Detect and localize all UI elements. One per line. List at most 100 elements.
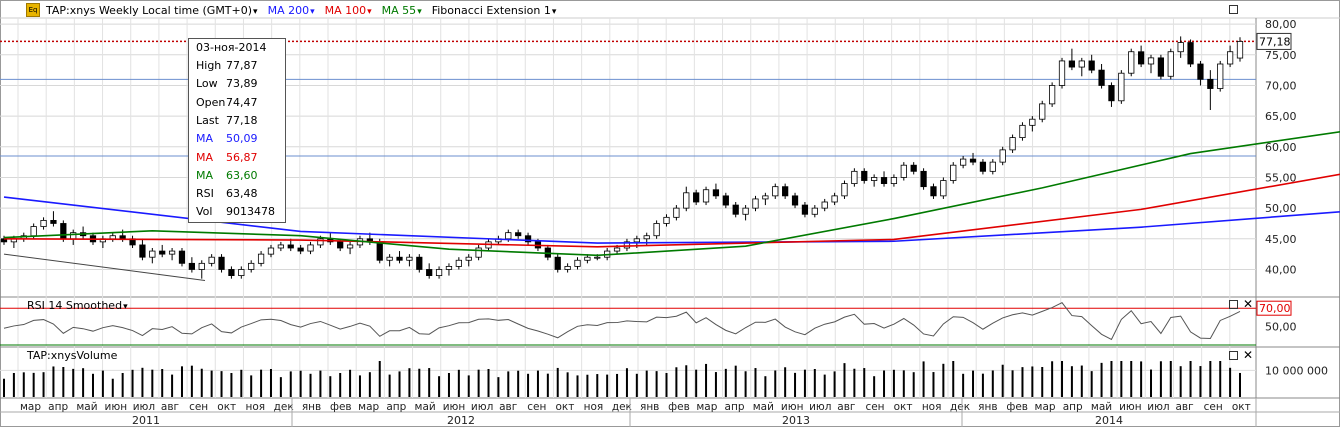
tooltip-row: Low 73,89 — [196, 77, 258, 91]
tooltip-row-label: RSI — [196, 187, 214, 201]
volume-bar — [655, 371, 658, 397]
candle-body — [831, 195, 838, 203]
tooltip-row-value: 77,87 — [226, 59, 258, 72]
candle-body — [386, 256, 393, 261]
rsi-maximize-icon[interactable] — [1229, 300, 1238, 309]
rsi-close-icon[interactable]: ✕ — [1243, 297, 1254, 311]
candle-body — [594, 256, 601, 259]
volume-bar — [1001, 364, 1004, 397]
volume-bar — [1159, 361, 1162, 397]
candle-body — [396, 256, 403, 261]
candle-body — [119, 235, 126, 240]
volume-bar — [22, 372, 25, 397]
rsi-level-label: 70,00 — [1259, 302, 1291, 315]
tooltip-row: MA 50,09 — [196, 132, 258, 146]
candle-body — [1207, 78, 1214, 89]
candle-body — [406, 256, 413, 261]
tooltip-row: MA 56,87 — [196, 151, 258, 165]
volume-bar — [240, 369, 243, 397]
volume-bar — [952, 361, 955, 397]
candle-body — [1098, 69, 1105, 86]
volume-bar — [972, 370, 975, 397]
volume-bar — [467, 375, 470, 397]
volume-bar — [803, 369, 806, 397]
volume-bar — [3, 378, 5, 397]
symbol-selector[interactable]: TAP:xnys Weekly Local time (GMT+0) — [46, 4, 258, 17]
candle-body — [445, 265, 453, 270]
candle-body — [999, 149, 1006, 163]
maximize-icon[interactable] — [1229, 5, 1238, 14]
candle-body — [890, 177, 898, 184]
tooltip-row: High 77,87 — [196, 59, 258, 73]
volume-bar — [230, 373, 233, 397]
ma100-toggle[interactable]: MA 100 — [325, 4, 372, 17]
volume-bar — [62, 367, 65, 397]
x-tick-label: май — [753, 401, 774, 413]
volume-bar — [507, 371, 510, 397]
candle-body — [168, 250, 176, 255]
candle-body — [40, 219, 47, 227]
volume-bar — [922, 361, 925, 397]
candle-body — [1078, 60, 1085, 68]
x-tick-label: май — [1091, 401, 1112, 413]
x-tick-label: июл — [133, 401, 155, 413]
candle-body — [940, 180, 947, 197]
volume-bar — [665, 373, 668, 397]
rsi-tick-label: 50,00 — [1265, 321, 1297, 334]
rsi-panel-title[interactable]: RSI 14 Smoothed — [27, 299, 128, 312]
candle-body — [208, 256, 215, 264]
candle-body — [515, 232, 522, 237]
y-tick-label: 45,00 — [1265, 233, 1297, 246]
x-tick-label: мар — [696, 401, 717, 413]
volume-bar — [902, 370, 905, 397]
volume-close-icon[interactable]: ✕ — [1243, 348, 1254, 362]
candle-body — [455, 259, 462, 267]
candle-body — [752, 198, 759, 209]
volume-bar — [754, 368, 757, 397]
volume-bar — [606, 374, 609, 397]
volume-bar — [576, 375, 579, 397]
candle-body — [159, 250, 166, 255]
x-tick-label: сен — [527, 401, 546, 413]
x-tick-label: ноя — [922, 401, 942, 413]
x-tick-label: авг — [837, 401, 855, 413]
volume-bar — [1189, 361, 1192, 397]
tooltip-date: 03-ноя-2014 — [196, 41, 267, 54]
volume-bar — [942, 363, 945, 397]
candle-body — [841, 183, 848, 197]
x-tick-label: дек — [274, 401, 294, 413]
x-tick-label: апр — [725, 401, 745, 413]
volume-tick-label: 10 000 000 — [1265, 364, 1328, 377]
volume-bar — [675, 367, 678, 397]
volume-bar — [1209, 361, 1212, 397]
volume-bar — [645, 370, 648, 397]
ma200-toggle[interactable]: MA 200 — [268, 4, 315, 17]
x-tick-label: июл — [1147, 401, 1169, 413]
volume-bar — [269, 369, 272, 397]
x-tick-label: сен — [865, 401, 884, 413]
tooltip-row: Vol 9013478 — [196, 205, 275, 219]
volume-bar — [378, 361, 381, 397]
candle-body — [801, 204, 809, 215]
fibonacci-toggle[interactable]: Fibonacci Extension 1 — [432, 4, 557, 17]
volume-maximize-icon[interactable] — [1229, 351, 1238, 360]
ma55-toggle[interactable]: MA 55 — [382, 4, 422, 17]
tooltip-row-value: 63,48 — [226, 187, 258, 201]
candle-body — [1128, 51, 1135, 74]
volume-bar — [12, 373, 15, 397]
volume-bar — [82, 368, 85, 397]
tooltip-row-label: Low — [196, 77, 218, 91]
volume-bar — [625, 368, 628, 397]
volume-bar — [1021, 367, 1024, 397]
volume-bar — [141, 367, 144, 397]
tooltip-row-label: Vol — [196, 205, 213, 219]
volume-bar — [171, 374, 174, 397]
tooltip-row-label: MA — [196, 168, 214, 182]
x-tick-label: дек — [612, 401, 632, 413]
candle-body — [712, 189, 720, 197]
volume-bar — [72, 368, 75, 397]
candle-body — [910, 164, 917, 172]
trend-line — [3, 253, 206, 282]
volume-bar — [42, 372, 45, 397]
candle-body — [613, 247, 621, 252]
